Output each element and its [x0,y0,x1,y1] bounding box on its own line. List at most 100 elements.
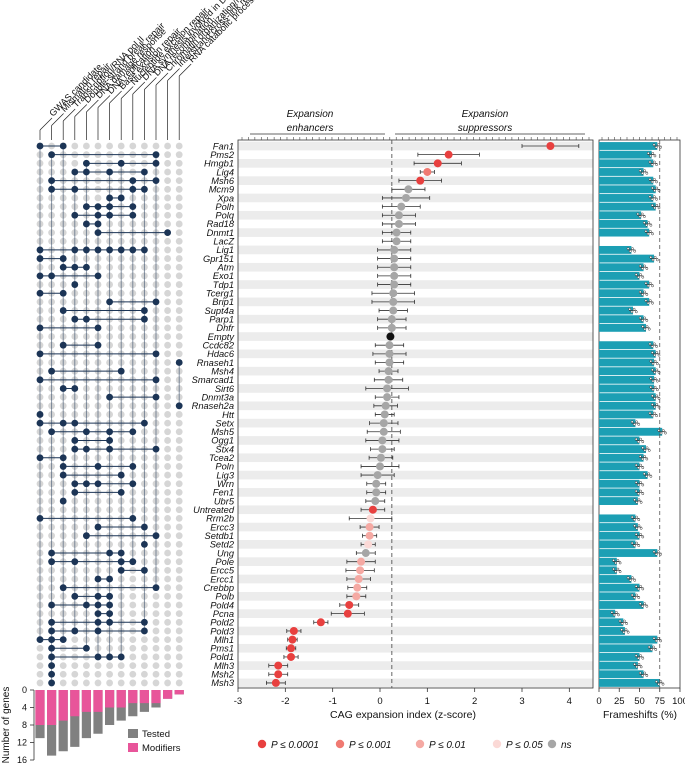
frameshift-bar [599,263,644,272]
cag-point [378,445,387,454]
frameshift-replicate-dot [651,232,654,236]
frameshift-replicate-dot [639,654,642,657]
cag-point [389,297,398,306]
matrix-empty-dot [129,679,137,687]
cag-row-stripe [238,626,593,636]
frameshift-replicate-dot [641,535,645,539]
matrix-empty-dot [59,662,67,669]
matrix-empty-dot [175,341,183,349]
frameshift-replicate-dot [648,177,652,181]
cag-point [390,263,399,272]
gene-count-bar-chart: 0 4 8 12 16 Number of genes Tested Modifiers [1,685,184,765]
matrix-empty-dot [164,419,172,427]
frameshift-bar [599,228,650,237]
frameshift-replicate-dot [628,307,632,311]
frameshift-replicate-dot [635,420,638,424]
matrix-empty-dot [152,644,160,652]
frameshift-bar [599,358,655,367]
frameshift-bar [599,644,653,653]
frameshift-replicate-dot [659,431,663,435]
matrix-empty-dot [141,662,148,669]
matrix-empty-dot [175,480,183,488]
cag-point [376,453,385,462]
matrix-empty-dot [164,307,172,314]
significance-legend-label: P ≤ 0.001 [349,740,391,751]
gene-label: Fen1 [213,488,234,498]
gene-label: Parp1 [209,315,234,325]
cag-row-stripe [238,349,593,359]
gene-label: Hdac6 [207,349,235,359]
frameshift-replicate-dot [634,489,638,493]
frameshift-replicate-dot [649,377,653,380]
enhancers-label-1: Expansion [287,109,334,120]
cag-xtick-label: 1 [425,696,430,707]
matrix-empty-dot [94,679,102,687]
gene-label: LacZ [213,237,234,247]
cag-point [385,358,394,367]
cag-point [385,349,394,358]
frameshift-replicate-dot [644,229,648,233]
frameshift-replicate-dot [652,143,656,147]
cag-point [392,228,401,237]
matrix-empty-dot [175,662,183,669]
cag-point [392,237,401,246]
matrix-empty-dot [152,679,160,687]
matrix-empty-dot [175,644,183,652]
frameshift-bar [599,254,655,263]
cag-row-stripe [238,609,593,618]
cag-point [361,549,370,558]
frameshift-replicate-dot [653,189,656,192]
frameshift-bar [599,678,660,687]
frameshift-replicate-dot [630,541,634,545]
frameshift-bar [599,540,636,549]
matrix-empty-dot [164,220,172,228]
frameshift-replicate-dot [614,610,618,614]
matrix-empty-dot [175,315,183,323]
cag-row-stripe [238,228,593,237]
frameshift-replicate-dot [637,440,640,444]
count-ytick-label: 8 [22,720,27,730]
frameshift-replicate-dot [637,596,641,599]
matrix-empty-dot [175,471,183,479]
frameshift-bar [599,575,632,583]
matrix-empty-dot [141,679,148,687]
gene-label: Setd2 [210,540,235,550]
frameshift-replicate-dot [649,359,653,363]
frameshift-replicate-dot [646,284,650,288]
frameshift-bar [599,427,663,436]
matrix-empty-dot [175,211,183,219]
cag-point [371,497,380,506]
frameshift-replicate-dot [623,619,626,623]
frameshift-xtick-label: 50 [634,696,645,707]
matrix-empty-dot [164,246,172,254]
matrix-empty-dot [129,653,137,661]
frameshift-replicate-dot [641,587,645,591]
gene-label: Ercc5 [210,566,235,576]
significance-legend-label: ns [561,740,572,751]
frameshift-replicate-dot [649,385,653,389]
cag-row-stripe [238,470,593,480]
matrix-empty-dot [71,142,79,150]
matrix-empty-dot [175,177,183,185]
frameshift-replicate-dot [641,674,644,677]
frameshift-bar [599,471,648,480]
frameshift-replicate-dot [655,345,658,348]
count-legend-label: Modifiers [142,743,181,754]
frameshift-replicate-dot [637,656,640,660]
count-legend-swatch [128,729,138,738]
gene-label: Fan1 [213,141,234,151]
frameshift-replicate-dot [653,154,657,158]
matrix-empty-dot [175,289,183,297]
gene-label: Dnmt1 [207,228,234,238]
frameshift-replicate-dot [655,394,659,398]
matrix-empty-dot [164,281,172,288]
frameshift-replicate-dot [633,596,636,599]
matrix-empty-dot [175,324,183,332]
frameshift-bar [599,202,656,211]
frameshift-bar [599,601,644,609]
count-modifier-bar [163,690,173,699]
cag-point [357,557,366,566]
frameshift-replicate-dot [643,327,647,331]
